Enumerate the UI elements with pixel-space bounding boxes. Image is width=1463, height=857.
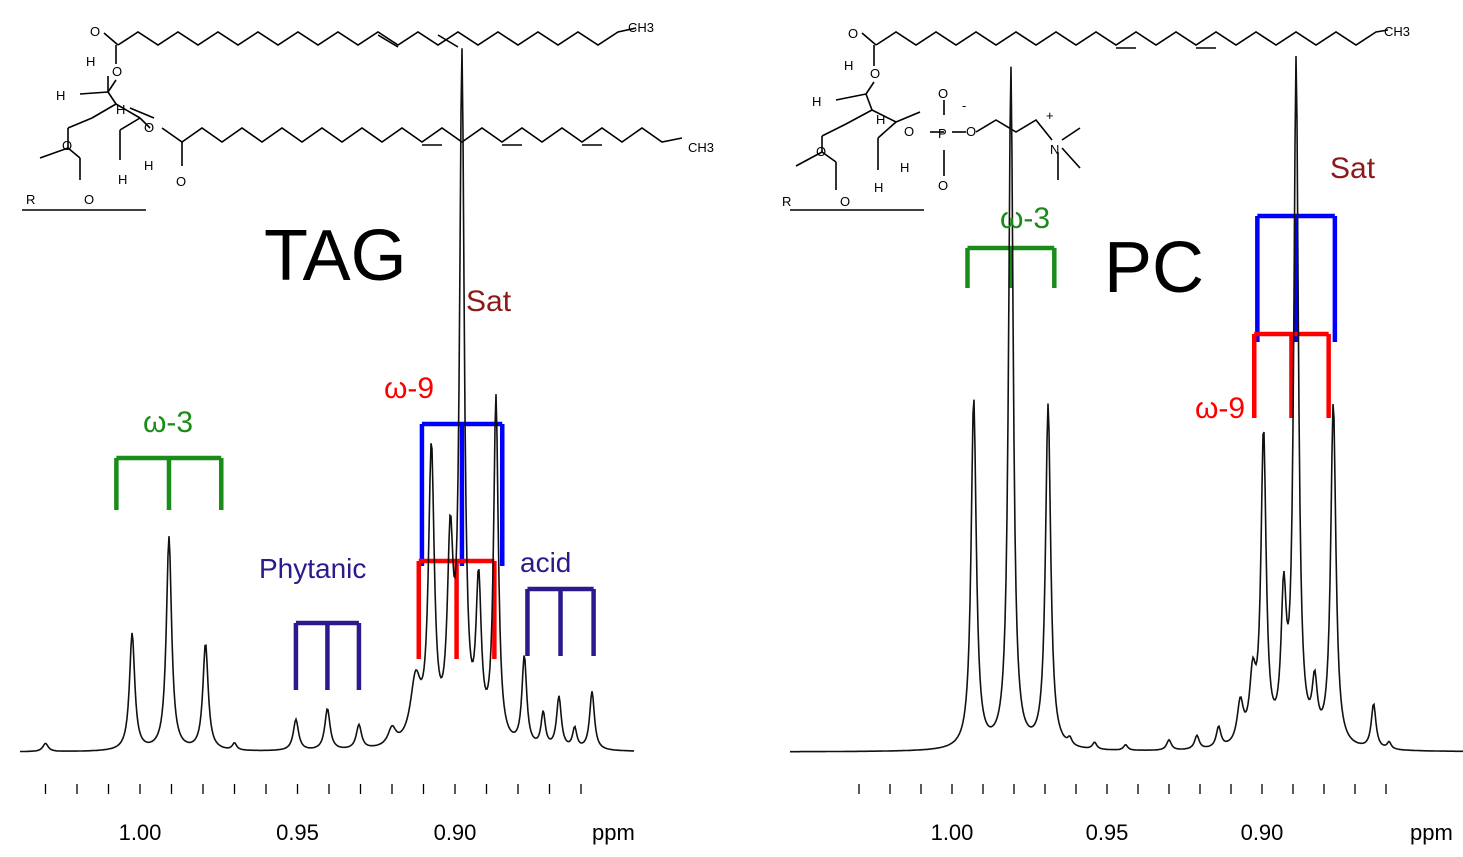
tag-structure-diagram <box>22 27 683 211</box>
pc-atom-h: H <box>874 180 883 195</box>
tag-xlabel: ppm <box>592 820 635 845</box>
tag-spectrum-line <box>20 48 634 753</box>
pc-multiplet-markers <box>965 213 1338 418</box>
tag-panel-title: TAG <box>264 216 407 296</box>
pc-atom-o: O <box>848 26 858 41</box>
pc-atom-o: O <box>938 178 948 193</box>
pc-atom-h: H <box>812 94 821 109</box>
pc-tick-label: 1.00 <box>931 820 974 845</box>
tag-chain-bottom <box>161 127 683 143</box>
tag-multiplet-4 <box>525 586 596 656</box>
pc-spectrum <box>790 55 1463 753</box>
pc-multiplet-1 <box>1255 213 1338 342</box>
tag-atom-o: O <box>112 64 122 79</box>
tag-atom-o: O <box>144 120 154 135</box>
pc-atom-o: O <box>966 124 976 139</box>
pc-charge-plus: + <box>1046 108 1054 123</box>
tag-spectrum <box>20 48 634 753</box>
tag-atom-h: H <box>118 172 127 187</box>
tag-atom-o: O <box>62 138 72 153</box>
pc-structure-labels: O O O O O O O O H H H H H R P N - + CH3 <box>782 24 1410 209</box>
tag-tick-label: 1.00 <box>119 820 162 845</box>
tag-omega9-label: ω-9 <box>384 372 434 405</box>
tag-multiplet-1 <box>419 421 505 566</box>
pc-atom-o: O <box>938 86 948 101</box>
tag-multiplet-3 <box>293 620 362 690</box>
pc-x-axis: 1.00 0.95 0.90 ppm <box>858 784 1453 845</box>
tag-atom-o: O <box>84 192 94 207</box>
pc-multiplet-2 <box>1252 331 1331 418</box>
tag-ch3-bottom: CH3 <box>688 140 714 155</box>
pc-atom-h: H <box>876 112 885 127</box>
pc-atom-p: P <box>938 126 947 141</box>
tag-atom-h: H <box>116 102 125 117</box>
pc-atom-h: H <box>900 160 909 175</box>
pc-omega9-label: ω-9 <box>1195 392 1245 425</box>
tag-omega3-label: ω-3 <box>143 406 193 439</box>
tag-phytanic-label: Phytanic <box>259 553 366 584</box>
pc-ch3: CH3 <box>1384 24 1410 39</box>
tag-multiplet-markers <box>114 421 596 690</box>
tag-acid-label: acid <box>520 547 571 578</box>
pc-xlabel: ppm <box>1410 820 1453 845</box>
tag-multiplet-2 <box>416 558 497 659</box>
pc-atom-o: O <box>870 66 880 81</box>
pc-atom-o: O <box>840 194 850 209</box>
pc-spectrum-line <box>790 55 1463 753</box>
tag-ch3-top: CH3 <box>628 20 654 35</box>
tag-tick-label: 0.90 <box>434 820 477 845</box>
tag-atom-h: H <box>86 54 95 69</box>
tag-panel: O O O O O O H H H H H R CH3 CH3 TAG 1.00… <box>20 20 714 845</box>
pc-multiplet-0 <box>965 245 1057 288</box>
tag-sat-label: Sat <box>466 285 512 318</box>
tag-x-axis: 1.00 0.95 0.90 <box>44 784 582 845</box>
tag-multiplet-0 <box>114 455 224 510</box>
pc-charge-minus: - <box>962 98 966 113</box>
pc-tick-label: 0.95 <box>1086 820 1129 845</box>
tag-atom-h: H <box>144 158 153 173</box>
pc-chain <box>875 29 1389 46</box>
pc-omega3-label: ω-3 <box>1000 202 1050 235</box>
tag-chain-top <box>117 27 637 46</box>
pc-atom-o: O <box>816 144 826 159</box>
tag-tick-label: 0.95 <box>276 820 319 845</box>
tag-structure-labels: O O O O O O H H H H H R CH3 CH3 <box>26 20 714 207</box>
tag-atom-r: R <box>26 192 35 207</box>
pc-panel-title: PC <box>1104 228 1204 308</box>
pc-sat-label: Sat <box>1330 152 1376 185</box>
pc-atom-n: N <box>1050 142 1059 157</box>
tag-atom-o: O <box>176 174 186 189</box>
pc-atom-o: O <box>904 124 914 139</box>
pc-structure-diagram <box>790 29 1389 211</box>
tag-atom-h: H <box>56 88 65 103</box>
pc-atom-h: H <box>844 58 853 73</box>
pc-tick-label: 0.90 <box>1241 820 1284 845</box>
pc-atom-r: R <box>782 194 791 209</box>
pc-panel: O O O O O O O O H H H H H R P N - + CH3 … <box>782 24 1463 845</box>
tag-atom-o: O <box>90 24 100 39</box>
